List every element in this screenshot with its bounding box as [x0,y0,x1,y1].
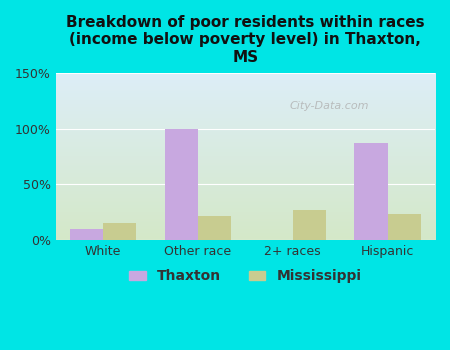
Bar [165,129,198,240]
Bar [198,216,231,240]
Bar [387,215,421,240]
Bar [355,143,387,240]
Bar [103,223,136,240]
Bar [293,210,326,240]
Text: City-Data.com: City-Data.com [289,102,369,111]
Title: Breakdown of poor residents within races
(income below poverty level) in Thaxton: Breakdown of poor residents within races… [66,15,425,65]
Legend: Thaxton, Mississippi: Thaxton, Mississippi [129,269,362,283]
Bar [70,229,103,240]
